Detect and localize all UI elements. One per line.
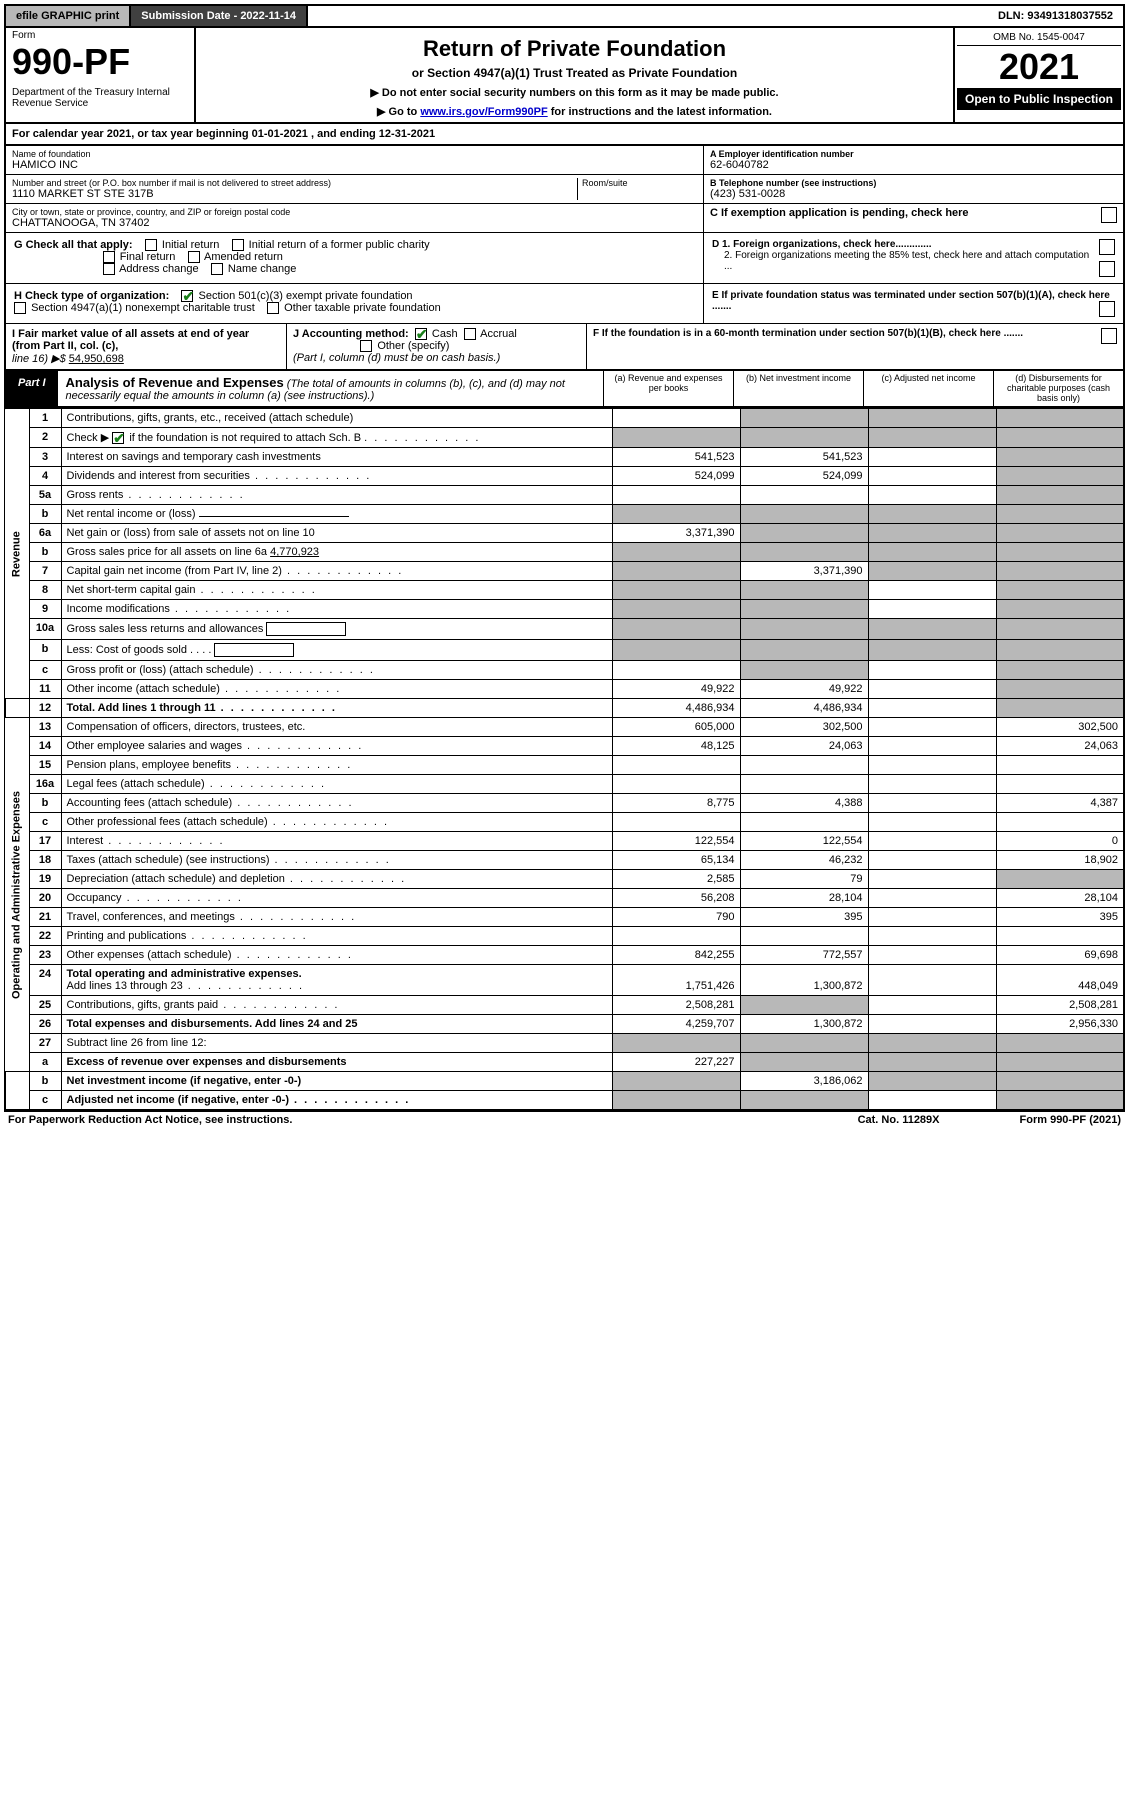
- section-g-d: G Check all that apply: Initial return I…: [4, 233, 1125, 284]
- f-checkbox[interactable]: [1101, 328, 1117, 344]
- expenses-side-label: Operating and Administrative Expenses: [5, 718, 29, 1072]
- city-label: City or town, state or province, country…: [12, 207, 697, 217]
- part-1-table: Revenue 1 Contributions, gifts, grants, …: [4, 408, 1125, 1111]
- chk-address[interactable]: [103, 263, 115, 275]
- c-checkbox[interactable]: [1101, 207, 1117, 223]
- form-title: Return of Private Foundation: [206, 36, 943, 62]
- i-label: I Fair market value of all assets at end…: [12, 328, 249, 352]
- page-footer: For Paperwork Reduction Act Notice, see …: [4, 1111, 1125, 1128]
- chk-initial-former[interactable]: [232, 239, 244, 251]
- city: CHATTANOOGA, TN 37402: [12, 217, 697, 229]
- col-d-header: (d) Disbursements for charitable purpose…: [993, 371, 1123, 406]
- form-subtitle: or Section 4947(a)(1) Trust Treated as P…: [206, 66, 943, 80]
- name-label: Name of foundation: [12, 149, 697, 159]
- efile-button[interactable]: efile GRAPHIC print: [6, 6, 131, 26]
- chk-amended[interactable]: [188, 251, 200, 263]
- dln: DLN: 93491318037552: [988, 6, 1123, 26]
- chk-name[interactable]: [211, 263, 223, 275]
- chk-other-method[interactable]: [360, 340, 372, 352]
- irs-link[interactable]: www.irs.gov/Form990PF: [420, 106, 547, 118]
- form-header: Form 990-PF Department of the Treasury I…: [4, 28, 1125, 124]
- c-label: C If exemption application is pending, c…: [710, 207, 969, 219]
- section-i-j-f: I Fair market value of all assets at end…: [4, 324, 1125, 371]
- revenue-side-label: Revenue: [5, 409, 29, 699]
- chk-4947[interactable]: [14, 302, 26, 314]
- e-checkbox[interactable]: [1099, 301, 1115, 317]
- f-label: F If the foundation is in a 60-month ter…: [593, 328, 1023, 339]
- chk-final[interactable]: [103, 251, 115, 263]
- chk-initial[interactable]: [145, 239, 157, 251]
- ein: 62-6040782: [710, 159, 1117, 171]
- col-c-header: (c) Adjusted net income: [863, 371, 993, 406]
- e-label: E If private foundation status was termi…: [712, 290, 1110, 312]
- form-number: 990-PF: [12, 41, 188, 83]
- top-bar: efile GRAPHIC print Submission Date - 20…: [4, 4, 1125, 28]
- omb-number: OMB No. 1545-0047: [957, 30, 1121, 46]
- address-label: Number and street (or P.O. box number if…: [12, 178, 577, 188]
- chk-other-taxable[interactable]: [267, 302, 279, 314]
- j-label: J Accounting method:: [293, 328, 409, 340]
- chk-cash[interactable]: [415, 328, 427, 340]
- submission-date: Submission Date - 2022-11-14: [131, 6, 308, 26]
- part-1-header: Part I Analysis of Revenue and Expenses …: [4, 371, 1125, 408]
- footer-left: For Paperwork Reduction Act Notice, see …: [8, 1114, 292, 1126]
- department: Department of the Treasury Internal Reve…: [12, 87, 188, 109]
- footer-mid: Cat. No. 11289X: [858, 1114, 940, 1126]
- d1-checkbox[interactable]: [1099, 239, 1115, 255]
- tax-year: 2021: [957, 46, 1121, 88]
- h-label: H Check type of organization:: [14, 290, 169, 302]
- part-1-title: Analysis of Revenue and Expenses: [66, 375, 284, 390]
- phone-label: B Telephone number (see instructions): [710, 178, 1117, 188]
- g-label: G Check all that apply:: [14, 239, 133, 251]
- foundation-name: HAMICO INC: [12, 159, 697, 171]
- chk-sch-b[interactable]: [112, 432, 124, 444]
- d2-label: 2. Foreign organizations meeting the 85%…: [724, 250, 1089, 272]
- ein-label: A Employer identification number: [710, 149, 1117, 159]
- calendar-year: For calendar year 2021, or tax year begi…: [4, 124, 1125, 146]
- line-1-desc: Contributions, gifts, grants, etc., rece…: [61, 409, 612, 428]
- address: 1110 MARKET ST STE 317B: [12, 188, 577, 200]
- footer-right: Form 990-PF (2021): [1020, 1114, 1121, 1126]
- part-1-tab: Part I: [6, 371, 58, 406]
- col-a-header: (a) Revenue and expenses per books: [603, 371, 733, 406]
- open-to-public: Open to Public Inspection: [957, 88, 1121, 110]
- col-b-header: (b) Net investment income: [733, 371, 863, 406]
- form-note-1: ▶ Do not enter social security numbers o…: [206, 86, 943, 99]
- section-h-e: H Check type of organization: Section 50…: [4, 284, 1125, 324]
- form-note-2: ▶ Go to www.irs.gov/Form990PF for instru…: [206, 105, 943, 118]
- d1-label: D 1. Foreign organizations, check here..…: [712, 239, 932, 250]
- fmv-value: 54,950,698: [69, 353, 124, 365]
- chk-501c3[interactable]: [181, 290, 193, 302]
- phone: (423) 531-0028: [710, 188, 1117, 200]
- line-2-desc: Check ▶ if the foundation is not require…: [61, 428, 612, 448]
- form-label: Form: [12, 30, 188, 41]
- foundation-info: Name of foundation HAMICO INC A Employer…: [4, 146, 1125, 233]
- d2-checkbox[interactable]: [1099, 261, 1115, 277]
- chk-accrual[interactable]: [464, 328, 476, 340]
- room-label: Room/suite: [582, 178, 697, 188]
